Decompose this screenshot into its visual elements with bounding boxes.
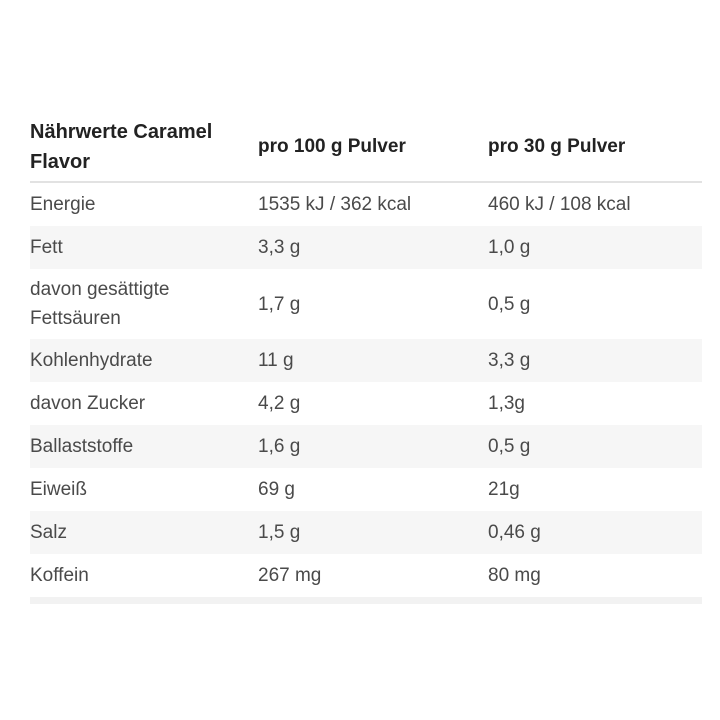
value-per-30g: 3,3 g [488, 350, 531, 371]
value-per-100g: 11 g [258, 350, 294, 371]
value-per-30g: 0,5 g [488, 436, 531, 457]
row-label: Fett [30, 237, 63, 258]
value-per-100g: 3,3 g [258, 237, 301, 258]
value-per-30g: 0,5 g [488, 293, 531, 315]
row-label: Eiweiß [30, 479, 88, 500]
row-label: Salz [30, 522, 67, 543]
row-label: Koffein [30, 565, 89, 586]
table-row-eiweiss: Eiweiß 69 g 21g [30, 468, 702, 511]
table-title: Nährwerte Caramel Flavor [30, 121, 213, 173]
row-label: Kohlenhydrate [30, 350, 153, 371]
value-per-30g: 1,0 g [488, 237, 531, 258]
value-per-100g: 1535 kJ / 362 kcal [258, 194, 412, 215]
table-row-koffein: Koffein 267 mg 80 mg [30, 554, 702, 597]
value-per-100g: 1,6 g [258, 436, 301, 457]
value-per-100g: 1,5 g [258, 522, 301, 543]
value-per-30g: 0,46 g [488, 522, 541, 543]
row-label: davon gesättigte Fettsäuren [30, 279, 170, 329]
table-row-gesaettigte-fettsaeuren: davon gesättigte Fettsäuren 1,7 g 0,5 g [30, 269, 702, 339]
table-row-kohlenhydrate: Kohlenhydrate 11 g 3,3 g [30, 339, 702, 382]
value-per-30g: 1,3g [488, 393, 525, 414]
table-row-energie: Energie 1535 kJ / 362 kcal 460 kJ / 108 … [30, 183, 702, 226]
row-label: Ballaststoffe [30, 436, 134, 457]
value-per-30g: 21g [488, 479, 520, 500]
row-label: davon Zucker [30, 393, 146, 414]
table-bottom-divider [30, 597, 702, 604]
table-header-row: Nährwerte Caramel Flavor pro 100 g Pulve… [30, 113, 702, 183]
table-row-fett: Fett 3,3 g 1,0 g [30, 226, 702, 269]
value-per-100g: 1,7 g [258, 293, 301, 315]
nutrition-table: Nährwerte Caramel Flavor pro 100 g Pulve… [30, 113, 702, 604]
value-per-100g: 267 mg [258, 565, 322, 586]
table-row-salz: Salz 1,5 g 0,46 g [30, 511, 702, 554]
column-header-per-30g: pro 30 g Pulver [488, 136, 626, 157]
table-row-zucker: davon Zucker 4,2 g 1,3g [30, 382, 702, 425]
value-per-30g: 460 kJ / 108 kcal [488, 194, 631, 215]
value-per-100g: 69 g [258, 479, 295, 500]
table-row-ballaststoffe: Ballaststoffe 1,6 g 0,5 g [30, 425, 702, 468]
column-header-per-100g: pro 100 g Pulver [258, 136, 406, 157]
value-per-30g: 80 mg [488, 565, 541, 586]
row-label: Energie [30, 194, 96, 215]
value-per-100g: 4,2 g [258, 393, 301, 414]
